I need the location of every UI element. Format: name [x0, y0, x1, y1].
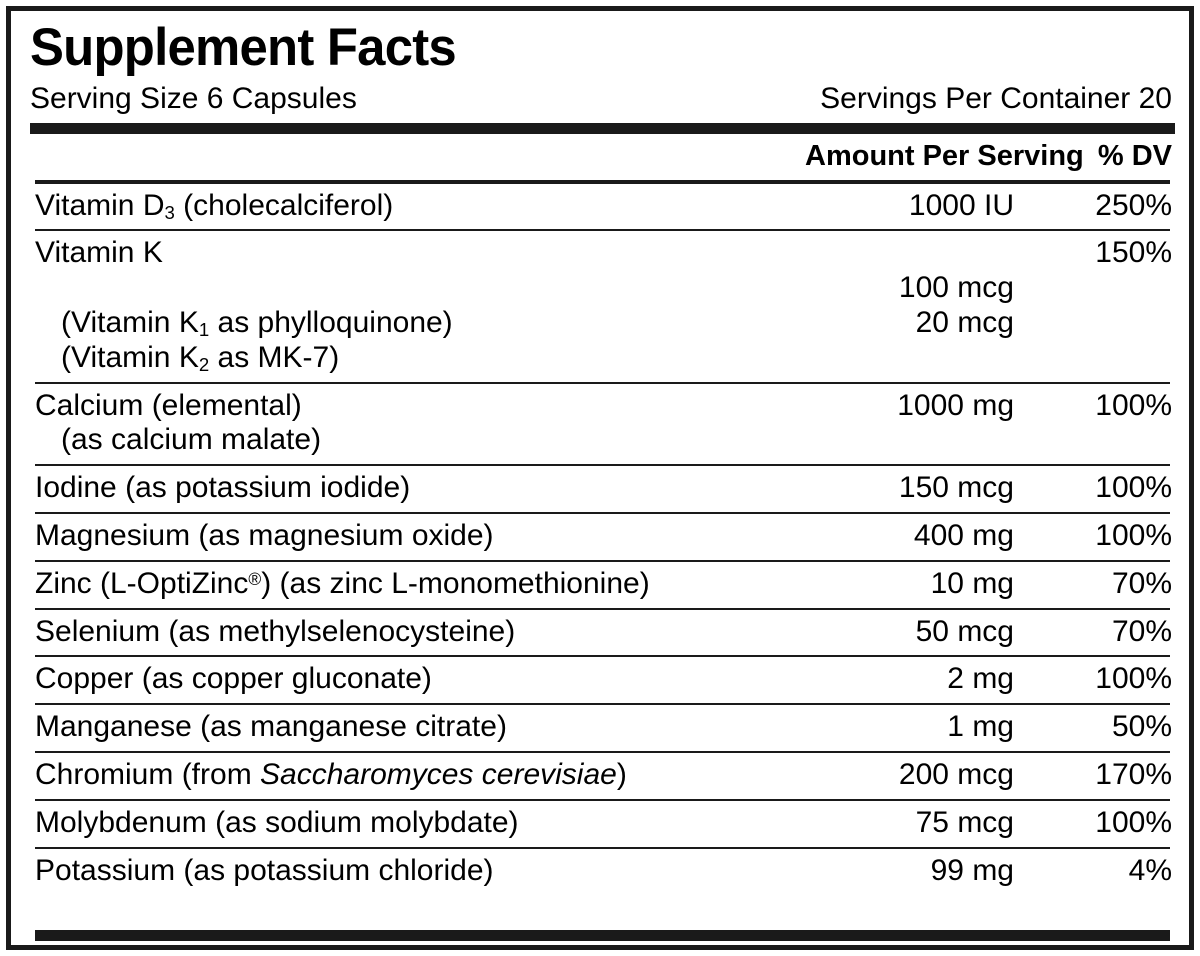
row-separator: [30, 511, 1175, 514]
table-row: Selenium (as methylselenocysteine) 50 mcg…: [30, 610, 1175, 656]
label-panel: Supplement Facts Serving Size 6 Capsules…: [6, 6, 1194, 950]
nutrient-daily-value: 50%: [1111, 710, 1172, 744]
nutrient-daily-value: 100%: [1095, 388, 1172, 422]
row-separator: [30, 381, 1175, 384]
table-row: Calcium (elemental) (as calcium malate) 10…: [30, 384, 1175, 465]
rule-thick-bottom: [35, 930, 1170, 941]
row-separator: [30, 607, 1175, 610]
nutrient-amount: 400 mg: [913, 518, 1014, 552]
row-separator: [30, 703, 1175, 706]
row-separator: [30, 750, 1175, 753]
nutrient-amount: 1 mg: [947, 710, 1014, 744]
servings-per-container: Servings Per Container 20: [820, 82, 1172, 115]
nutrient-daily-value: 70%: [1111, 566, 1172, 600]
table-row: Vitamin Kx(Vitamin K1 as phylloquinone)(…: [30, 231, 1175, 381]
nutrient-name: Magnesium (as magnesium oxide): [35, 518, 494, 552]
nutrient-daily-value: 4%: [1128, 853, 1172, 887]
table-header-row: Amount Per Serving % DV: [30, 134, 1175, 180]
nutrient-daily-value: 100%: [1095, 518, 1172, 552]
nutrient-name: Iodine (as potassium iodide): [35, 471, 411, 505]
nutrient-name: Zinc (L-OptiZinc®) (as zinc L-monomethio…: [35, 566, 650, 600]
row-separator: [30, 559, 1175, 562]
table-row: Potassium (as potassium chloride) 99 mg 4%: [30, 849, 1175, 895]
nutrient-name: Chromium (from Saccharomyces cerevisiae): [35, 757, 627, 791]
nutrient-amount: 200 mcg: [898, 757, 1014, 791]
serving-size: Serving Size 6 Capsules: [30, 82, 357, 115]
nutrient-daily-value: 150%: [1095, 236, 1172, 270]
nutrient-amount: 1000 mg: [897, 388, 1014, 422]
row-separator: [30, 655, 1175, 658]
nutrient-name: Potassium (as potassium chloride): [35, 853, 494, 887]
nutrient-daily-value: 70%: [1111, 614, 1172, 648]
header-percent-dv: % DV: [1097, 139, 1172, 172]
rule-thick-top: [30, 122, 1175, 134]
table-row: Iodine (as potassium iodide) 150 mcg 100%: [30, 466, 1175, 512]
table-row: Manganese (as manganese citrate) 1 mg 50%: [30, 705, 1175, 751]
row-separator: [30, 798, 1175, 801]
nutrient-amount: 1000 IU: [908, 188, 1014, 222]
nutrient-name: Manganese (as manganese citrate): [35, 710, 507, 744]
table-row: Magnesium (as magnesium oxide) 400 mg 100%: [30, 514, 1175, 560]
nutrient-amount: 2 mg: [947, 662, 1014, 696]
nutrient-amount: 50 mcg: [915, 614, 1014, 648]
serving-info: Serving Size 6 Capsules Servings Per Con…: [30, 82, 1175, 116]
nutrient-amount: 75 mcg: [915, 805, 1014, 839]
nutrient-name: Vitamin D3 (cholecalciferol): [35, 188, 394, 223]
row-separator: [30, 229, 1175, 232]
table-row: Copper (as copper gluconate) 2 mg 100%: [30, 657, 1175, 703]
nutrient-daily-value: 170%: [1095, 757, 1172, 791]
nutrient-name: Molybdenum (as sodium molybdate): [35, 805, 519, 839]
nutrients-table: Amount Per Serving % DV Vitamin D3 (chol…: [30, 134, 1175, 895]
nutrient-daily-value: 100%: [1095, 662, 1172, 696]
nutrient-amount: 150 mcg: [898, 471, 1014, 505]
page-title: Supplement Facts: [30, 18, 457, 77]
table-row: Vitamin D3 (cholecalciferol) 1000 IU 250%: [30, 184, 1175, 230]
nutrient-name: Copper (as copper gluconate): [35, 662, 432, 696]
nutrient-daily-value: 100%: [1095, 805, 1172, 839]
table-row: Chromium (from Saccharomyces cerevisiae)…: [30, 753, 1175, 799]
nutrient-amount: 99 mg: [930, 853, 1014, 887]
table-row: Zinc (L-OptiZinc®) (as zinc L-monomethio…: [30, 562, 1175, 608]
nutrient-name: Calcium (elemental) (as calcium malate): [35, 388, 322, 457]
nutrient-name: Selenium (as methylselenocysteine): [35, 614, 516, 648]
row-separator: [30, 846, 1175, 849]
nutrient-amount: 10 mg: [930, 566, 1014, 600]
table-row: Molybdenum (as sodium molybdate) 75 mcg 10…: [30, 801, 1175, 847]
rule-under-header: [30, 179, 1175, 184]
nutrient-daily-value: 250%: [1095, 188, 1172, 222]
nutrient-daily-value: 100%: [1095, 471, 1172, 505]
row-separator: [30, 464, 1175, 467]
header-amount-per-serving: Amount Per Serving: [805, 139, 1084, 172]
header-spacer: [30, 134, 805, 180]
nutrient-name: Vitamin Kx(Vitamin K1 as phylloquinone)(…: [35, 236, 453, 375]
